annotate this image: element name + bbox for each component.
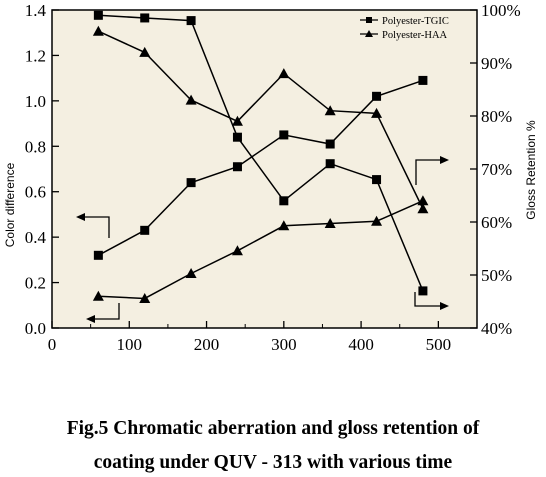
legend-marker-polyester-tgic [366,17,372,23]
tick-layer: 0 100 200 300 400 500 0.0 0.2 0.4 0.6 0.8 1.0 1.2 1.4… [25,1,521,354]
arrow-left-upper-head [76,213,85,221]
figure-caption-line-1: Fig.5 Chromatic aberration and gloss ret… [66,418,480,439]
x-tick-label: 0 [48,335,57,354]
y-axis-label-left: Color difference [3,162,17,247]
data-point-polyester-tgic-color-difference [418,75,428,85]
series-line-polyester-haa-color-difference [98,200,424,300]
series-line-polyester-tgic-gloss-retention [98,14,424,292]
data-point-polyester-tgic-gloss-retention [279,196,289,206]
arrow-left-upper [82,216,110,238]
y-right-tick-label: 80% [481,107,512,126]
figure-caption-line-2: coating under QUV - 313 with various tim… [93,452,453,473]
y-right-tick-label: 100% [481,1,521,20]
legend-marker-polyester-haa [365,30,373,37]
data-point-polyester-haa-color-difference [324,218,336,229]
arrow-right-upper-head [440,156,449,164]
data-point-polyester-haa-gloss-retention [324,105,336,116]
data-point-polyester-haa-gloss-retention [92,25,104,36]
data-point-polyester-tgic-gloss-retention [325,159,335,169]
data-point-polyester-haa-color-difference [92,290,104,301]
legend-label-polyester-haa: Polyester-HAA [382,30,448,41]
data-point-polyester-haa-color-difference [139,292,151,303]
y-right-tick-label: 40% [481,319,512,338]
data-point-polyester-haa-gloss-retention [185,94,197,105]
arrow-right-upper [415,159,442,185]
data-point-polyester-haa-gloss-retention [371,107,383,118]
data-point-polyester-tgic-color-difference [325,139,335,149]
data-point-polyester-haa-gloss-retention [278,68,290,79]
series-layer [92,10,429,303]
data-point-polyester-tgic-gloss-retention [186,16,196,26]
legend-label-polyester-tgic: Polyester-TGIC [382,16,449,27]
arrow-left-lower [92,303,120,320]
legend: Polyester-TGIC Polyester-HAA [360,16,449,41]
data-point-polyester-haa-gloss-retention [231,115,243,126]
data-point-polyester-tgic-color-difference [140,225,150,235]
data-point-polyester-tgic-color-difference [93,250,103,260]
data-point-polyester-tgic-gloss-retention [140,13,150,23]
y-right-tick-label: 90% [481,54,512,73]
x-tick-label: 100 [117,335,143,354]
y-left-tick-label: 0.6 [25,183,46,202]
data-point-polyester-tgic-gloss-retention [232,132,242,142]
arrow-left-lower-head [86,315,95,323]
x-tick-label: 200 [194,335,220,354]
y-right-tick-label: 70% [481,160,512,179]
y-left-tick-label: 0.2 [25,274,46,293]
y-axis-label-right: Gloss Retention % [524,120,538,220]
arrow-right-lower [414,292,442,307]
series-line-polyester-tgic-color-difference [98,79,424,256]
x-tick-label: 300 [271,335,297,354]
data-point-polyester-tgic-color-difference [279,130,289,140]
y-left-tick-label: 0.0 [25,319,46,338]
data-point-polyester-haa-gloss-retention [417,203,429,214]
y-left-tick-label: 0.4 [25,228,47,247]
plot-background [52,10,477,328]
data-point-polyester-haa-gloss-retention [139,46,151,57]
y-left-tick-label: 1.4 [25,1,47,20]
arrow-right-lower-head [440,302,449,310]
series-line-polyester-haa-gloss-retention [98,30,424,210]
y-right-tick-label: 50% [481,266,512,285]
axis-indicator-arrows [76,156,449,323]
x-tick-label: 500 [426,335,452,354]
data-point-polyester-haa-color-difference [185,267,197,278]
data-point-polyester-tgic-gloss-retention [93,10,103,20]
y-right-tick-label: 60% [481,213,512,232]
y-left-tick-label: 0.8 [25,137,46,156]
x-tick-label: 400 [348,335,374,354]
data-point-polyester-tgic-color-difference [232,162,242,172]
data-point-polyester-tgic-color-difference [372,91,382,101]
y-left-tick-label: 1.2 [25,46,46,65]
data-point-polyester-tgic-gloss-retention [372,175,382,185]
data-point-polyester-haa-color-difference [278,220,290,231]
y-left-tick-label: 1.0 [25,92,46,111]
data-point-polyester-haa-color-difference [371,215,383,226]
data-point-polyester-tgic-gloss-retention [418,286,428,296]
data-point-polyester-haa-color-difference [231,245,243,256]
data-point-polyester-tgic-color-difference [186,178,196,188]
